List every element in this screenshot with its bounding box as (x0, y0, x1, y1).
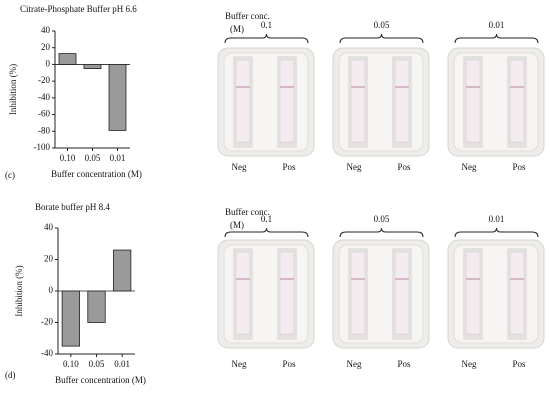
strip (509, 251, 525, 335)
y-tick-label: -40 (41, 348, 53, 358)
lane-label: Pos (512, 359, 526, 369)
y-axis-label: Inhibition (%) (8, 64, 18, 115)
lane-label: Pos (397, 359, 411, 369)
x-axis-label: Buffer concentration (M) (51, 169, 142, 179)
brace (224, 33, 309, 44)
control-line (395, 278, 409, 280)
lane-label: Pos (282, 162, 296, 172)
lane-label: Neg (462, 359, 477, 369)
group-label: 0.05 (374, 20, 390, 30)
control-line (510, 86, 524, 88)
lane-label: Neg (232, 359, 247, 369)
strip (350, 59, 366, 143)
y-axis-label: Inhibition (%) (14, 265, 24, 316)
bar (87, 290, 106, 323)
brace (454, 227, 539, 238)
lane-label: Pos (397, 162, 411, 172)
strip (394, 251, 410, 335)
chart-title: Borate buffer pH 8.4 (35, 202, 110, 212)
strip (394, 59, 410, 143)
bar (108, 64, 127, 131)
control-line (510, 278, 524, 280)
y-tick-label: 20 (41, 42, 51, 52)
y-tick-label: -100 (34, 142, 51, 152)
brace (454, 33, 539, 44)
bar (61, 290, 80, 347)
strip (279, 59, 295, 143)
panel-label: (c) (5, 170, 15, 180)
y-tick-label: 20 (44, 254, 54, 264)
y-tick-label: -20 (41, 317, 53, 327)
brace (224, 227, 309, 238)
x-tick-label: 0.01 (114, 359, 130, 369)
group-label: 0.1 (261, 214, 272, 224)
brace (339, 227, 424, 238)
group-label: 0.1 (261, 20, 272, 30)
y-tick-label: 40 (41, 25, 51, 35)
chart-title: Citrate-Phosphate Buffer pH 6.6 (20, 4, 137, 14)
strip (465, 59, 481, 143)
bar (113, 249, 132, 292)
group-label: 0.05 (374, 214, 390, 224)
group-label: 0.01 (489, 214, 505, 224)
control-line (466, 278, 480, 280)
buffer-unit: (M) (230, 220, 244, 230)
lane-label: Pos (512, 162, 526, 172)
control-line (280, 278, 294, 280)
buffer-header: Buffer conc. (225, 11, 270, 21)
lane-label: Pos (282, 359, 296, 369)
control-line (236, 86, 250, 88)
strip (465, 251, 481, 335)
x-axis-label: Buffer concentration (M) (55, 375, 146, 385)
x-tick-label: 0.05 (89, 359, 105, 369)
strip (279, 251, 295, 335)
control-line (280, 86, 294, 88)
y-tick-label: 40 (44, 222, 54, 232)
y-tick-label: -40 (38, 92, 50, 102)
y-tick-label: 0 (49, 285, 54, 295)
buffer-unit: (M) (230, 24, 244, 34)
control-line (466, 86, 480, 88)
y-tick-label: 0 (46, 58, 51, 68)
strip (235, 59, 251, 143)
control-line (236, 278, 250, 280)
lane-label: Neg (347, 162, 362, 172)
bar (58, 53, 77, 65)
control-line (351, 278, 365, 280)
panel-label: (d) (5, 370, 16, 380)
strip (350, 251, 366, 335)
lane-label: Neg (347, 359, 362, 369)
y-tick-label: -60 (38, 109, 50, 119)
control-line (395, 86, 409, 88)
strip (235, 251, 251, 335)
group-label: 0.01 (489, 20, 505, 30)
y-tick-label: -20 (38, 75, 50, 85)
lane-label: Neg (232, 162, 247, 172)
strip (509, 59, 525, 143)
control-line (351, 86, 365, 88)
x-tick-label: 0.10 (60, 153, 76, 163)
x-tick-label: 0.05 (85, 153, 101, 163)
brace (339, 33, 424, 44)
bar (83, 64, 102, 70)
y-tick-label: -80 (38, 125, 50, 135)
buffer-header: Buffer conc. (225, 207, 270, 217)
x-tick-label: 0.01 (110, 153, 126, 163)
lane-label: Neg (462, 162, 477, 172)
x-tick-label: 0.10 (63, 359, 79, 369)
